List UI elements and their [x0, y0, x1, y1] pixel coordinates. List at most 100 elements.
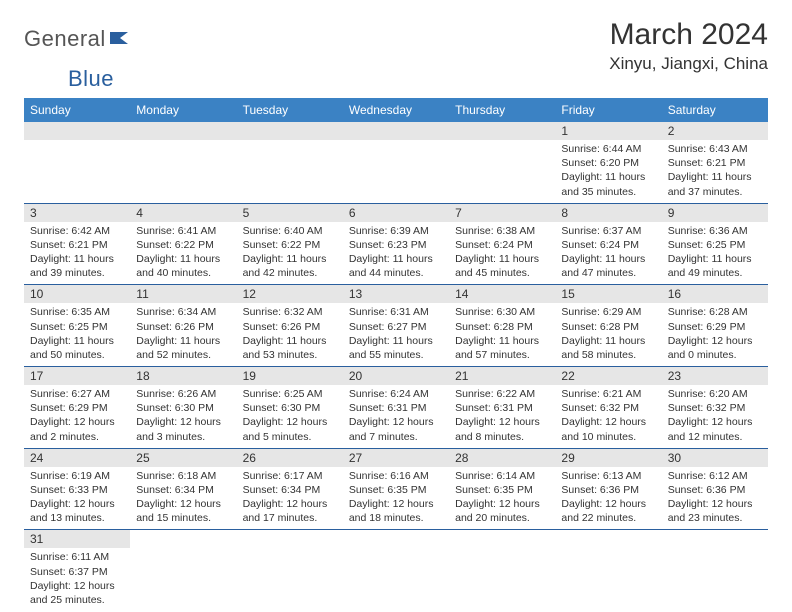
calendar-cell: 11Sunrise: 6:34 AMSunset: 6:26 PMDayligh… [130, 285, 236, 367]
calendar-cell: 4Sunrise: 6:41 AMSunset: 6:22 PMDaylight… [130, 203, 236, 285]
daylight-text: Daylight: 11 hours and 40 minutes. [136, 252, 230, 280]
calendar-cell: 24Sunrise: 6:19 AMSunset: 6:33 PMDayligh… [24, 448, 130, 530]
sunset-text: Sunset: 6:22 PM [136, 238, 230, 252]
calendar-cell: 15Sunrise: 6:29 AMSunset: 6:28 PMDayligh… [555, 285, 661, 367]
day-number: 16 [662, 285, 768, 303]
daylight-text: Daylight: 11 hours and 49 minutes. [668, 252, 762, 280]
sunset-text: Sunset: 6:29 PM [30, 401, 124, 415]
day-details: Sunrise: 6:29 AMSunset: 6:28 PMDaylight:… [555, 303, 661, 366]
calendar-cell: 25Sunrise: 6:18 AMSunset: 6:34 PMDayligh… [130, 448, 236, 530]
sunset-text: Sunset: 6:26 PM [136, 320, 230, 334]
daylight-text: Daylight: 12 hours and 7 minutes. [349, 415, 443, 443]
sunrise-text: Sunrise: 6:26 AM [136, 387, 230, 401]
sunrise-text: Sunrise: 6:17 AM [243, 469, 337, 483]
weekday-header: Wednesday [343, 98, 449, 122]
day-details: Sunrise: 6:37 AMSunset: 6:24 PMDaylight:… [555, 222, 661, 285]
logo-text-blue: Blue [68, 66, 114, 92]
sunset-text: Sunset: 6:31 PM [349, 401, 443, 415]
day-number: 20 [343, 367, 449, 385]
sunset-text: Sunset: 6:23 PM [349, 238, 443, 252]
sunrise-text: Sunrise: 6:34 AM [136, 305, 230, 319]
logo: General [24, 18, 134, 52]
weekday-header: Tuesday [237, 98, 343, 122]
day-details: Sunrise: 6:30 AMSunset: 6:28 PMDaylight:… [449, 303, 555, 366]
calendar-cell: 29Sunrise: 6:13 AMSunset: 6:36 PMDayligh… [555, 448, 661, 530]
sunset-text: Sunset: 6:30 PM [136, 401, 230, 415]
sunset-text: Sunset: 6:24 PM [455, 238, 549, 252]
day-details: Sunrise: 6:12 AMSunset: 6:36 PMDaylight:… [662, 467, 768, 530]
day-details: Sunrise: 6:41 AMSunset: 6:22 PMDaylight:… [130, 222, 236, 285]
sunset-text: Sunset: 6:34 PM [136, 483, 230, 497]
sunset-text: Sunset: 6:25 PM [30, 320, 124, 334]
sunrise-text: Sunrise: 6:25 AM [243, 387, 337, 401]
empty-day-number [130, 122, 236, 140]
day-details: Sunrise: 6:43 AMSunset: 6:21 PMDaylight:… [662, 140, 768, 203]
day-number: 18 [130, 367, 236, 385]
day-details: Sunrise: 6:20 AMSunset: 6:32 PMDaylight:… [662, 385, 768, 448]
sunset-text: Sunset: 6:35 PM [349, 483, 443, 497]
location-text: Xinyu, Jiangxi, China [609, 54, 768, 74]
day-details: Sunrise: 6:40 AMSunset: 6:22 PMDaylight:… [237, 222, 343, 285]
sunset-text: Sunset: 6:29 PM [668, 320, 762, 334]
day-number: 6 [343, 204, 449, 222]
calendar-cell: 28Sunrise: 6:14 AMSunset: 6:35 PMDayligh… [449, 448, 555, 530]
sunrise-text: Sunrise: 6:37 AM [561, 224, 655, 238]
calendar-cell [130, 122, 236, 203]
day-details: Sunrise: 6:34 AMSunset: 6:26 PMDaylight:… [130, 303, 236, 366]
sunrise-text: Sunrise: 6:31 AM [349, 305, 443, 319]
weekday-header: Saturday [662, 98, 768, 122]
sunset-text: Sunset: 6:37 PM [30, 565, 124, 579]
daylight-text: Daylight: 12 hours and 15 minutes. [136, 497, 230, 525]
sunrise-text: Sunrise: 6:32 AM [243, 305, 337, 319]
sunset-text: Sunset: 6:27 PM [349, 320, 443, 334]
day-number: 4 [130, 204, 236, 222]
sunset-text: Sunset: 6:32 PM [561, 401, 655, 415]
calendar-cell: 23Sunrise: 6:20 AMSunset: 6:32 PMDayligh… [662, 367, 768, 449]
day-number: 27 [343, 449, 449, 467]
day-number: 7 [449, 204, 555, 222]
calendar-cell: 5Sunrise: 6:40 AMSunset: 6:22 PMDaylight… [237, 203, 343, 285]
logo-text-general: General [24, 26, 106, 52]
day-details: Sunrise: 6:35 AMSunset: 6:25 PMDaylight:… [24, 303, 130, 366]
sunrise-text: Sunrise: 6:12 AM [668, 469, 762, 483]
sunset-text: Sunset: 6:32 PM [668, 401, 762, 415]
title-block: March 2024 Xinyu, Jiangxi, China [609, 18, 768, 74]
daylight-text: Daylight: 11 hours and 58 minutes. [561, 334, 655, 362]
day-number: 11 [130, 285, 236, 303]
daylight-text: Daylight: 11 hours and 42 minutes. [243, 252, 337, 280]
daylight-text: Daylight: 11 hours and 52 minutes. [136, 334, 230, 362]
calendar-cell: 9Sunrise: 6:36 AMSunset: 6:25 PMDaylight… [662, 203, 768, 285]
calendar-cell: 22Sunrise: 6:21 AMSunset: 6:32 PMDayligh… [555, 367, 661, 449]
calendar-week-row: 10Sunrise: 6:35 AMSunset: 6:25 PMDayligh… [24, 285, 768, 367]
calendar-cell [237, 530, 343, 611]
sunrise-text: Sunrise: 6:41 AM [136, 224, 230, 238]
sunrise-text: Sunrise: 6:42 AM [30, 224, 124, 238]
daylight-text: Daylight: 12 hours and 13 minutes. [30, 497, 124, 525]
calendar-cell [449, 530, 555, 611]
day-details: Sunrise: 6:24 AMSunset: 6:31 PMDaylight:… [343, 385, 449, 448]
sunrise-text: Sunrise: 6:44 AM [561, 142, 655, 156]
calendar-cell [662, 530, 768, 611]
calendar-cell: 13Sunrise: 6:31 AMSunset: 6:27 PMDayligh… [343, 285, 449, 367]
day-number: 23 [662, 367, 768, 385]
day-number: 25 [130, 449, 236, 467]
sunset-text: Sunset: 6:36 PM [561, 483, 655, 497]
day-details: Sunrise: 6:44 AMSunset: 6:20 PMDaylight:… [555, 140, 661, 203]
daylight-text: Daylight: 12 hours and 10 minutes. [561, 415, 655, 443]
weekday-header: Friday [555, 98, 661, 122]
sunset-text: Sunset: 6:24 PM [561, 238, 655, 252]
day-details: Sunrise: 6:16 AMSunset: 6:35 PMDaylight:… [343, 467, 449, 530]
daylight-text: Daylight: 11 hours and 45 minutes. [455, 252, 549, 280]
sunset-text: Sunset: 6:28 PM [561, 320, 655, 334]
calendar-cell: 8Sunrise: 6:37 AMSunset: 6:24 PMDaylight… [555, 203, 661, 285]
day-details: Sunrise: 6:25 AMSunset: 6:30 PMDaylight:… [237, 385, 343, 448]
sunset-text: Sunset: 6:20 PM [561, 156, 655, 170]
day-details: Sunrise: 6:36 AMSunset: 6:25 PMDaylight:… [662, 222, 768, 285]
sunrise-text: Sunrise: 6:36 AM [668, 224, 762, 238]
day-number: 12 [237, 285, 343, 303]
daylight-text: Daylight: 12 hours and 20 minutes. [455, 497, 549, 525]
day-number: 10 [24, 285, 130, 303]
day-details: Sunrise: 6:11 AMSunset: 6:37 PMDaylight:… [24, 548, 130, 611]
calendar-table: SundayMondayTuesdayWednesdayThursdayFrid… [24, 98, 768, 611]
day-number: 1 [555, 122, 661, 140]
